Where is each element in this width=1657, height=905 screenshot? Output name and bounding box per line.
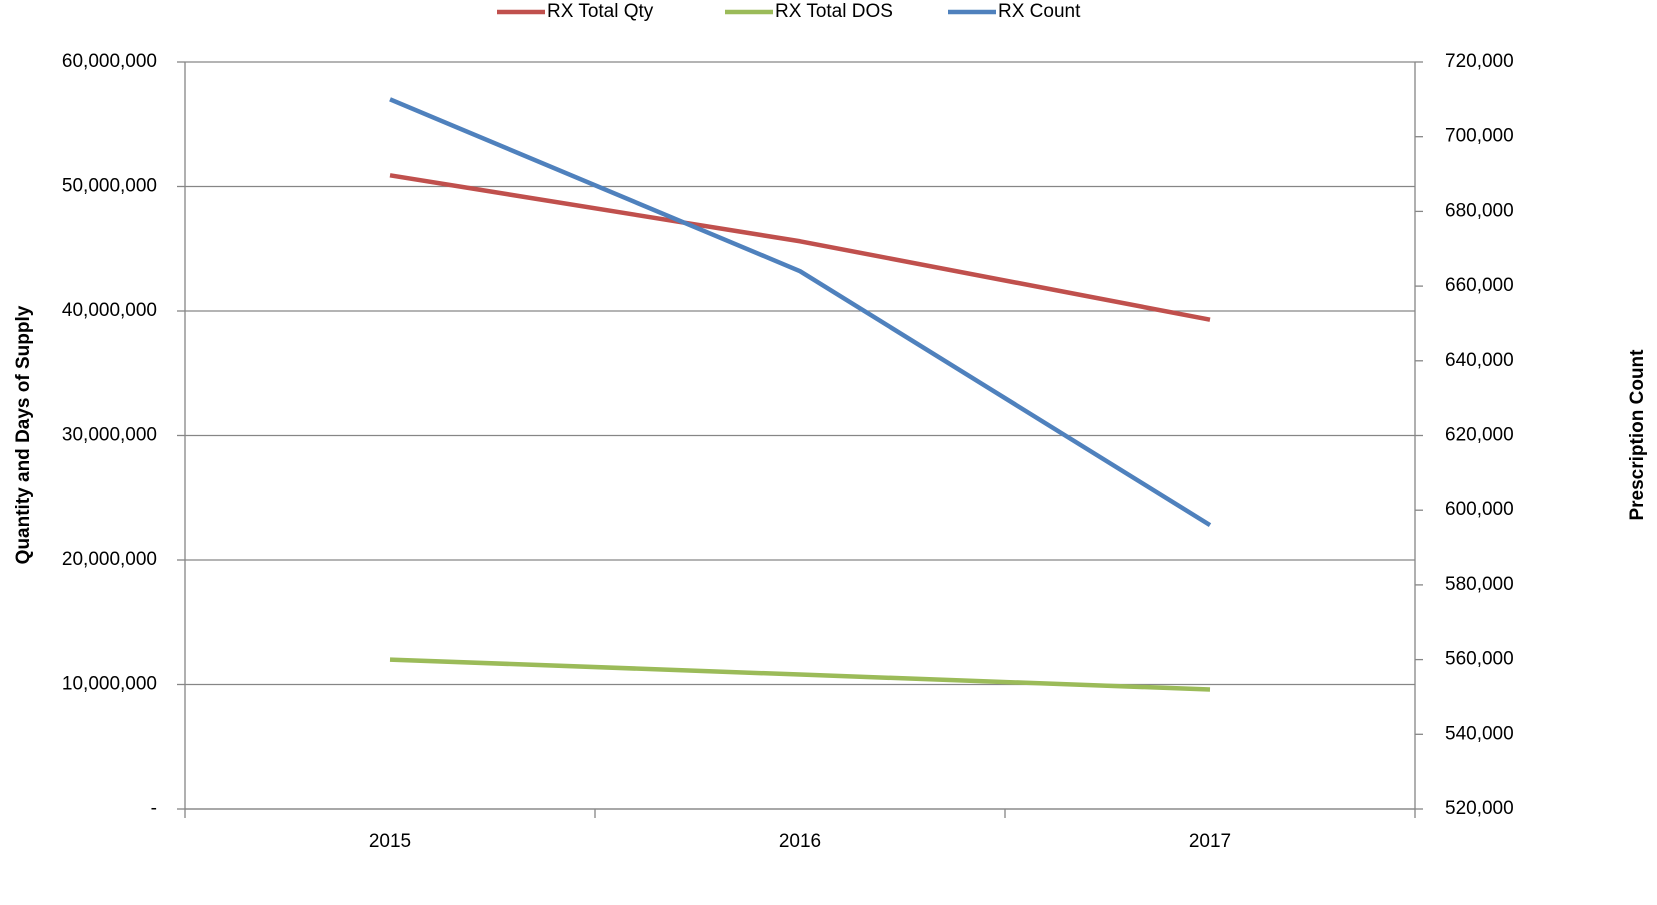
y-tick-label: 60,000,000 <box>62 51 157 72</box>
legend-label: RX Total DOS <box>775 1 893 22</box>
x-tick-label: 2015 <box>369 831 411 852</box>
y2-tick-label: 560,000 <box>1445 649 1514 670</box>
y-axis-label: Quantity and Days of Supply <box>13 305 34 564</box>
y2-tick-label: 680,000 <box>1445 200 1514 221</box>
x-tick-label: 2016 <box>779 831 821 852</box>
series-line <box>389 657 1211 692</box>
y2-axis-label: Prescription Count <box>1627 349 1648 521</box>
y2-tick-label: 540,000 <box>1445 723 1514 744</box>
y-tick-label: 10,000,000 <box>62 674 157 695</box>
y-tick-label: - <box>151 798 157 819</box>
y-tick-label: 50,000,000 <box>62 176 157 197</box>
y-tick-label: 30,000,000 <box>62 425 157 446</box>
legend-label: RX Count <box>998 1 1081 22</box>
legend-label: RX Total Qty <box>547 1 654 22</box>
series-line <box>389 173 1211 322</box>
y2-tick-label: 660,000 <box>1445 275 1514 296</box>
y2-tick-label: 600,000 <box>1445 499 1514 520</box>
y2-tick-label: 640,000 <box>1445 350 1514 371</box>
x-tick-label: 2017 <box>1189 831 1231 852</box>
y2-tick-label: 720,000 <box>1445 51 1514 72</box>
y2-tick-label: 520,000 <box>1445 798 1514 819</box>
y-tick-label: 20,000,000 <box>62 549 157 570</box>
y2-tick-label: 620,000 <box>1445 425 1514 446</box>
y2-tick-label: 580,000 <box>1445 574 1514 595</box>
series-line <box>389 97 1212 528</box>
y-tick-label: 40,000,000 <box>62 300 157 321</box>
y2-tick-label: 700,000 <box>1445 126 1514 147</box>
